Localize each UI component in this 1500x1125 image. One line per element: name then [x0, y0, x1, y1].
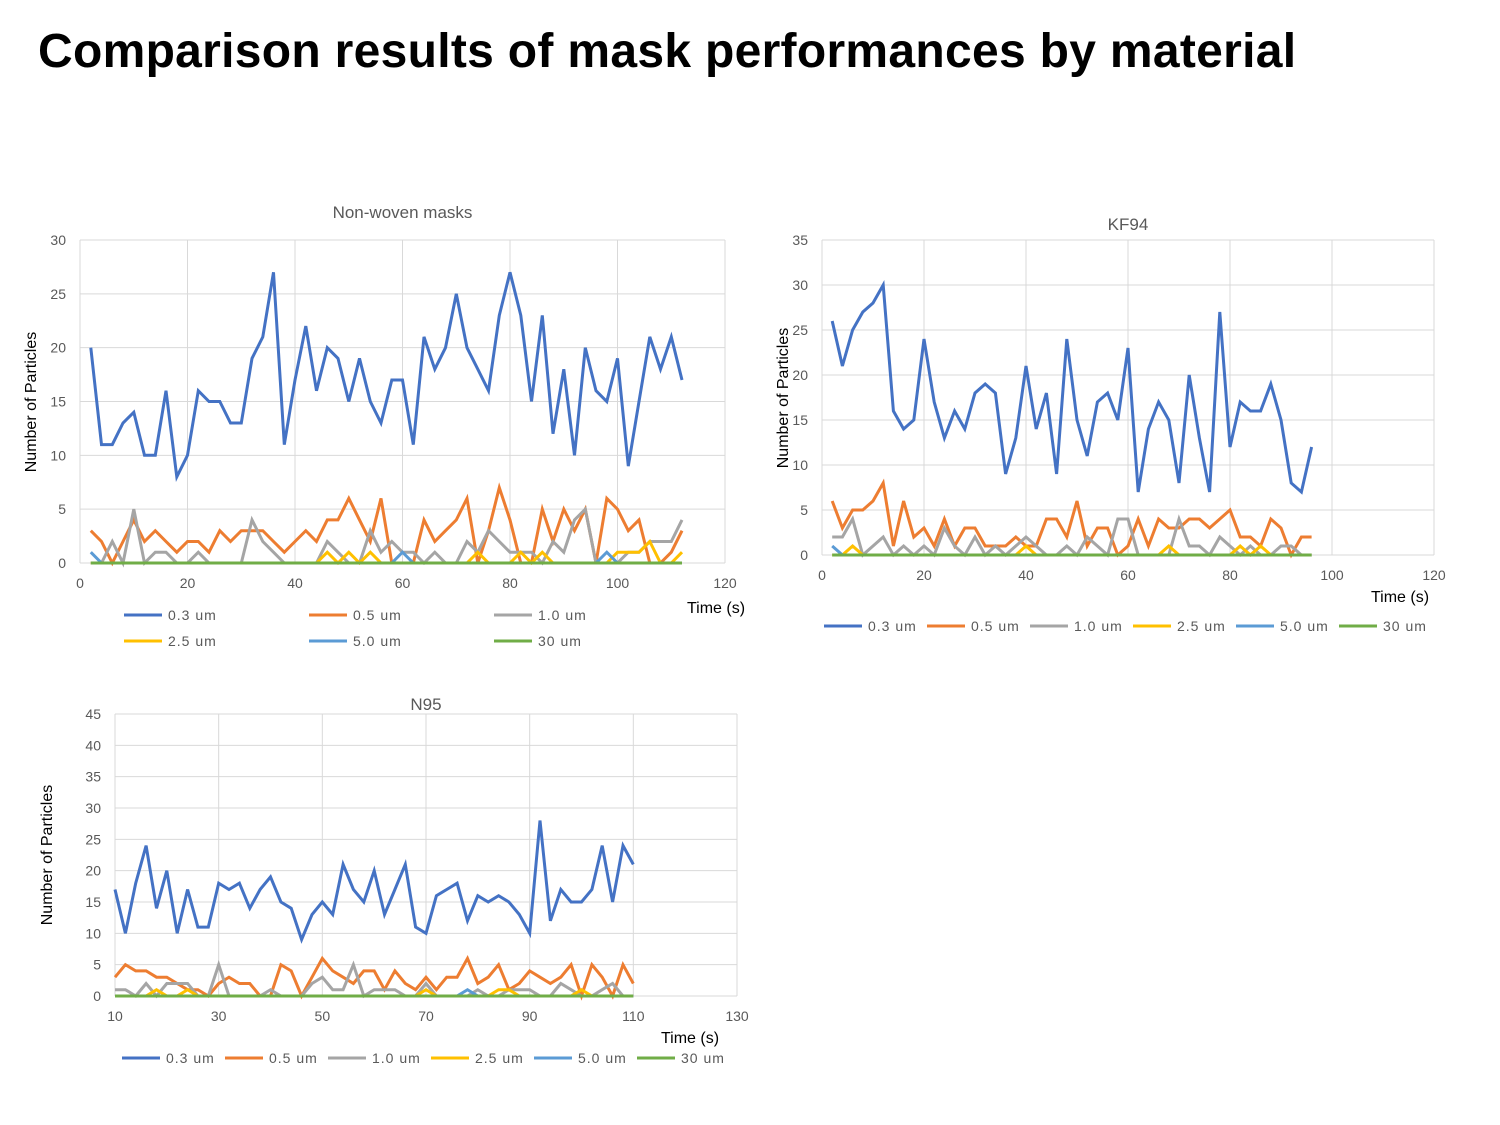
x-tick-label: 40 — [1018, 567, 1034, 583]
series-line-0-3-um — [830, 280, 1314, 495]
x-tick-label: 130 — [725, 1008, 749, 1024]
y-axis-label: Number of Particles — [775, 328, 792, 469]
legend-label-0-3-um: 0.3 um — [168, 607, 217, 623]
legend-label-1-0-um: 1.0 um — [538, 607, 587, 623]
chart-kf94: KF94 0 5 10 15 20 25 30 35 0 20 40 60 80 100 120 Time (s… — [775, 215, 1446, 634]
y-tick-label: 5 — [800, 502, 808, 518]
x-axis-label: Time (s) — [661, 1030, 719, 1047]
gridlines — [114, 713, 738, 997]
legend-label-1-0-um: 1.0 um — [372, 1050, 421, 1066]
series-line-0-5-um — [113, 954, 635, 1001]
legend-label-30-um: 30 um — [681, 1050, 725, 1066]
legend-label-5-0-um: 5.0 um — [1280, 618, 1329, 634]
series-line-1-0-um — [90, 506, 684, 568]
series-group — [830, 280, 1314, 559]
series-group — [89, 271, 684, 568]
y-tick-label: 15 — [85, 894, 101, 910]
slide-title: Comparison results of mask performances … — [38, 25, 1297, 78]
y-tick-label: 45 — [85, 706, 101, 722]
legend-label-2-5-um: 2.5 um — [1177, 618, 1226, 634]
series-line-0-3-um — [89, 271, 684, 483]
y-tick-label: 25 — [50, 286, 66, 302]
x-tick-label: 10 — [107, 1008, 123, 1024]
x-tick-label: 30 — [211, 1008, 227, 1024]
y-tick-label: 30 — [50, 232, 66, 248]
chart-title: N95 — [410, 695, 441, 714]
x-tick-label: 20 — [916, 567, 932, 583]
x-tick-label: 80 — [1222, 567, 1238, 583]
chart-n95: N95 0 5 10 15 20 25 30 35 40 45 10 30 50 70 90 110 130 Tim… — [39, 695, 749, 1066]
y-tick-label: 10 — [50, 447, 66, 463]
gridlines — [821, 239, 1435, 556]
x-tick-label: 100 — [1320, 567, 1344, 583]
x-tick-label: 0 — [818, 567, 826, 583]
legend-label-0-3-um: 0.3 um — [166, 1050, 215, 1066]
y-axis-label: Number of Particles — [39, 785, 56, 926]
legend: 0.3 um 0.5 um 1.0 um 2.5 um 5.0 um 30 um — [122, 1050, 725, 1066]
y-tick-label: 30 — [792, 277, 808, 293]
chart-non-woven-masks: Non-woven masks 0 5 10 15 20 25 30 0 20 40 60 80 100 1… — [23, 203, 745, 649]
y-tick-label: 35 — [792, 232, 808, 248]
legend-label-2-5-um: 2.5 um — [168, 633, 217, 649]
x-tick-label: 120 — [1422, 567, 1446, 583]
legend-label-0-3-um: 0.3 um — [868, 618, 917, 634]
y-tick-label: 40 — [85, 737, 101, 753]
series-line-0-3-um — [113, 820, 635, 944]
y-tick-label: 35 — [85, 769, 101, 785]
legend-label-5-0-um: 5.0 um — [578, 1050, 627, 1066]
x-tick-label: 50 — [315, 1008, 331, 1024]
x-tick-label: 110 — [622, 1008, 645, 1024]
y-tick-label: 0 — [93, 988, 101, 1004]
legend-label-2-5-um: 2.5 um — [475, 1050, 524, 1066]
y-tick-label: 5 — [93, 957, 101, 973]
x-tick-label: 60 — [395, 575, 411, 591]
y-tick-label: 10 — [792, 457, 808, 473]
y-tick-label: 0 — [800, 547, 808, 563]
x-axis-label: Time (s) — [1371, 589, 1429, 606]
y-tick-label: 15 — [792, 412, 808, 428]
y-tick-label: 20 — [792, 367, 808, 383]
legend-label-30-um: 30 um — [538, 633, 582, 649]
legend-label-0-5-um: 0.5 um — [353, 607, 402, 623]
x-tick-label: 120 — [713, 575, 737, 591]
y-tick-label: 0 — [58, 555, 66, 571]
chart-title: KF94 — [1108, 215, 1149, 234]
x-tick-label: 90 — [522, 1008, 538, 1024]
x-axis-label: Time (s) — [687, 600, 745, 617]
legend-label-1-0-um: 1.0 um — [1074, 618, 1123, 634]
legend-label-0-5-um: 0.5 um — [269, 1050, 318, 1066]
gridlines — [79, 239, 726, 564]
x-tick-label: 20 — [180, 575, 196, 591]
x-tick-label: 60 — [1120, 567, 1136, 583]
series-group — [113, 820, 635, 1001]
x-tick-label: 0 — [76, 575, 84, 591]
legend-label-0-5-um: 0.5 um — [971, 618, 1020, 634]
legend-label-30-um: 30 um — [1383, 618, 1427, 634]
legend: 0.3 um 0.5 um 1.0 um 2.5 um 5.0 um 30 um — [124, 607, 587, 649]
y-axis-label: Number of Particles — [23, 332, 40, 473]
y-tick-label: 25 — [792, 322, 808, 338]
y-tick-label: 5 — [58, 501, 66, 517]
legend-label-5-0-um: 5.0 um — [353, 633, 402, 649]
y-tick-label: 25 — [85, 831, 101, 847]
y-tick-label: 20 — [50, 340, 66, 356]
x-tick-label: 100 — [606, 575, 630, 591]
y-tick-label: 10 — [85, 925, 101, 941]
y-tick-label: 30 — [85, 800, 101, 816]
series-line-0-5-um — [830, 478, 1312, 559]
y-tick-label: 20 — [85, 863, 101, 879]
y-tick-label: 15 — [50, 394, 66, 410]
x-tick-label: 80 — [502, 575, 518, 591]
x-tick-label: 70 — [418, 1008, 434, 1024]
x-tick-label: 40 — [287, 575, 303, 591]
legend: 0.3 um 0.5 um 1.0 um 2.5 um 5.0 um 30 um — [824, 618, 1427, 634]
chart-title: Non-woven masks — [333, 203, 473, 222]
